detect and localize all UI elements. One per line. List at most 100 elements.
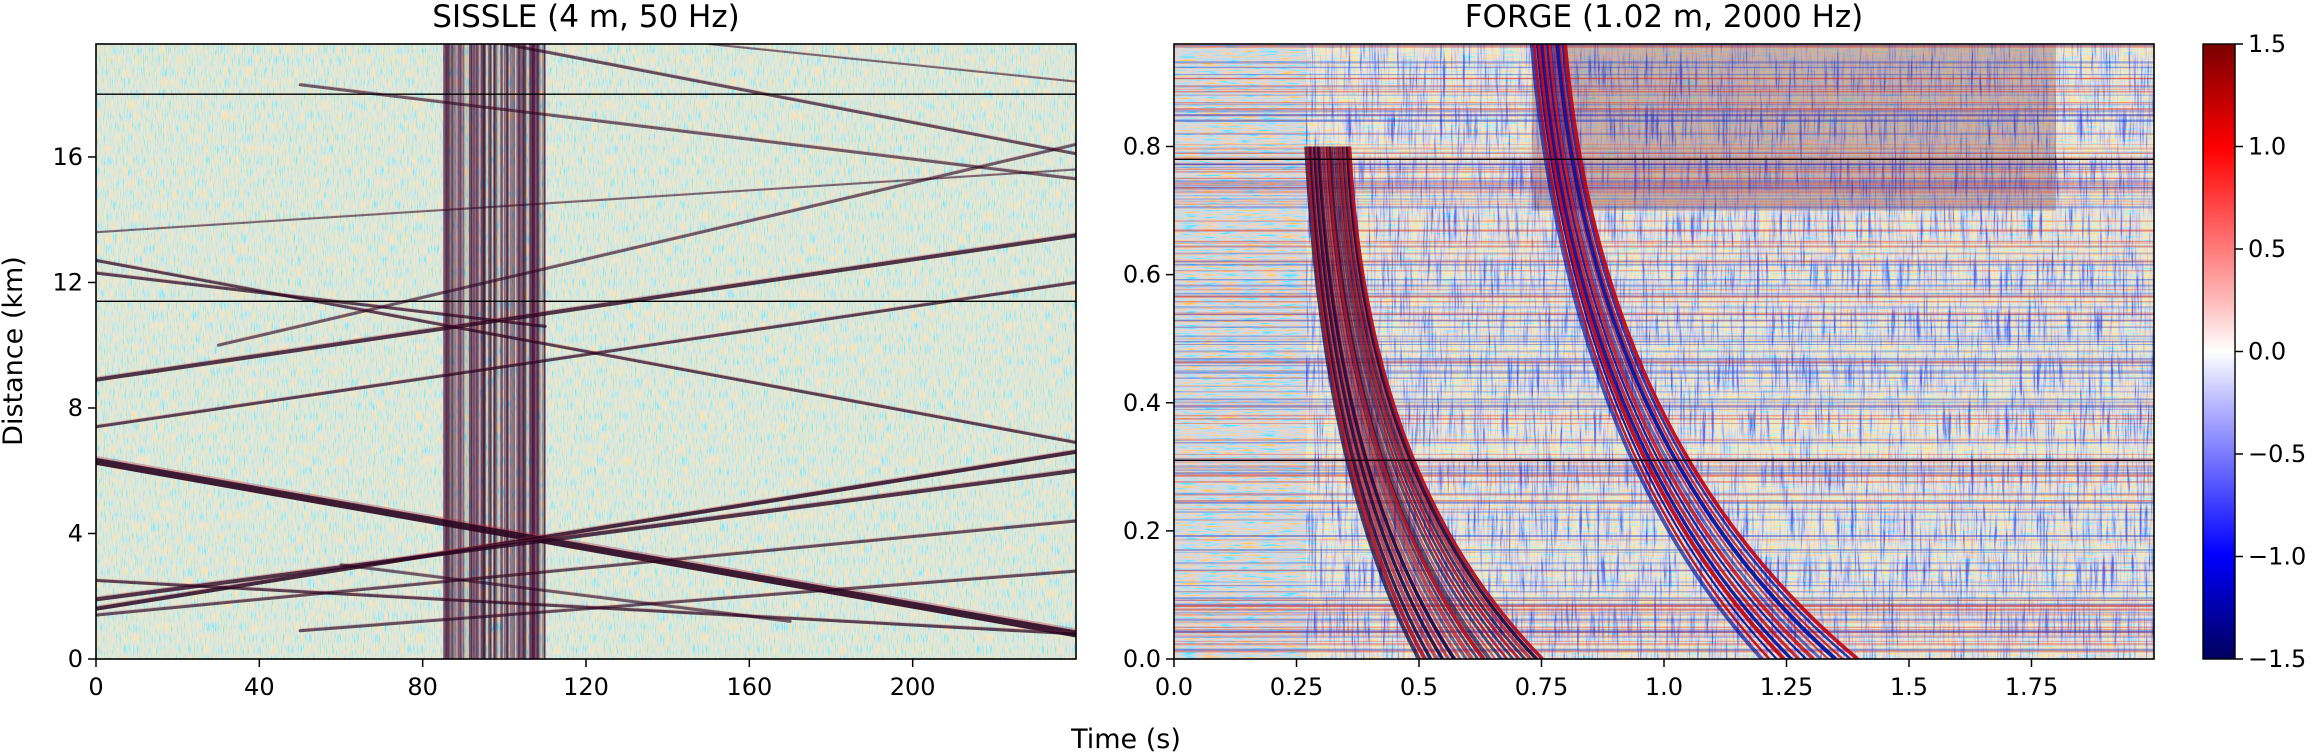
sissle-y-ticks: 0 4 8 12 16 — [52, 143, 96, 673]
sissle-xtick-label: 120 — [563, 673, 609, 701]
forge-s-wavefront — [1546, 44, 1807, 659]
forge-s-wavefront — [1547, 44, 1815, 659]
sissle-xtick-label: 40 — [244, 673, 275, 701]
sissle-xtick-label: 80 — [407, 673, 438, 701]
forge-p-wavefront — [1304, 146, 1421, 659]
shared-xlabel: Time (s) — [1070, 724, 1181, 755]
forge-s-wavefront — [1537, 44, 1786, 659]
forge-heatmap — [1174, 44, 2154, 659]
colorbar-tick-label: 1.5 — [2248, 30, 2286, 58]
colorbar: 1.5 1.0 0.5 0.0 −0.5 −1.0 −1.5 — [2202, 30, 2306, 673]
forge-xtick-label: 1.0 — [1645, 673, 1683, 701]
sissle-noise-band — [442, 44, 546, 659]
forge-ytick-label: 0.2 — [1123, 517, 1161, 545]
forge-p-wavefront — [1328, 146, 1492, 659]
forge-p-wavefront — [1322, 146, 1474, 659]
forge-p-wavefront — [1315, 146, 1450, 659]
forge-p-wavefront — [1310, 146, 1439, 659]
forge-s-wavefront — [1543, 44, 1800, 659]
sissle-xtick-label: 200 — [890, 673, 936, 701]
sissle-trace — [96, 468, 1076, 602]
forge-p-wavefront — [1337, 146, 1515, 659]
sissle-trace — [96, 449, 1076, 611]
forge-y-ticks: 0.0 0.2 0.4 0.6 0.8 — [1123, 133, 1174, 673]
forge-ytick-label: 0.6 — [1123, 261, 1161, 289]
forge-x-ticks: 0.0 0.25 0.5 0.75 1.0 1.25 1.5 1.75 — [1155, 659, 2058, 701]
forge-p-wavefront — [1325, 146, 1479, 659]
forge-xtick-label: 1.25 — [1760, 673, 1813, 701]
forge-s-wavefront — [1553, 44, 1829, 659]
sissle-trace — [707, 44, 1076, 83]
sissle-trace — [96, 259, 1076, 444]
colorbar-ticks: 1.5 1.0 0.5 0.0 −0.5 −1.0 −1.5 — [2235, 30, 2306, 673]
sissle-trace — [96, 280, 1076, 429]
forge-s-wavefront — [1535, 44, 1778, 659]
forge-xtick-label: 0.5 — [1400, 673, 1438, 701]
forge-xtick-label: 0.75 — [1515, 673, 1568, 701]
forge-dead-channels — [1174, 158, 2154, 462]
forge-ytick-label: 0.0 — [1123, 645, 1161, 673]
sissle-ytick-label: 4 — [68, 519, 83, 547]
sissle-trace — [96, 579, 1076, 636]
sissle-trace — [96, 519, 1076, 617]
forge-s-wavefront — [1533, 44, 1771, 659]
forge-p-wavefront — [1306, 146, 1427, 659]
colorbar-gradient — [2202, 43, 2236, 660]
forge-ytick-label: 0.4 — [1123, 389, 1161, 417]
sissle-trace — [339, 563, 792, 623]
forge-s-wavefront — [1555, 44, 1837, 659]
forge-xtick-label: 1.75 — [2005, 673, 2058, 701]
forge-ytick-label: 0.8 — [1123, 133, 1161, 161]
forge-p-wavefront — [1332, 146, 1497, 659]
forge-s-wavefront — [1550, 44, 1822, 659]
sissle-dead-channels — [96, 93, 1076, 302]
forge-title: FORGE (1.02 m, 2000 Hz) — [1465, 0, 1864, 35]
sissle-trace — [96, 233, 1076, 382]
sissle-ytick-label: 12 — [52, 268, 83, 296]
forge-p-wavefront — [1321, 146, 1468, 659]
colorbar-tick-label: −0.5 — [2248, 440, 2306, 468]
colorbar-tick-label: −1.0 — [2248, 543, 2306, 571]
forge-s-wavefront — [1540, 44, 1793, 659]
forge-p-wavefront — [1335, 146, 1509, 659]
forge-p-wavefront — [1312, 146, 1445, 659]
forge-p-wavefront — [1341, 146, 1526, 659]
sissle-heatmap — [96, 44, 1076, 659]
forge-p-wavefront — [1308, 146, 1433, 659]
sissle-traces — [96, 44, 1076, 638]
colorbar-tick-label: −1.5 — [2248, 645, 2306, 673]
sissle-title: SISSLE (4 m, 50 Hz) — [432, 0, 739, 35]
sissle-x-ticks: 0 40 80 120 160 200 — [88, 659, 936, 701]
forge-p-wavefront — [1343, 146, 1532, 659]
sissle-ytick-label: 16 — [52, 143, 83, 171]
forge-p-wavefront — [1319, 146, 1462, 659]
sissle-ylabel: Distance (km) — [0, 256, 29, 446]
sissle-xtick-label: 0 — [88, 673, 103, 701]
forge-s-wavefront — [1563, 44, 1859, 659]
sissle-panel: 0 40 80 120 160 200 0 4 8 12 16 SISSLE (4 m, 50 H… — [0, 0, 1077, 701]
sissle-ytick-label: 0 — [68, 645, 83, 673]
colorbar-tick-label: 1.0 — [2248, 133, 2286, 161]
forge-p-wavefront — [1316, 146, 1456, 659]
forge-panel: 0.0 0.25 0.5 0.75 1.0 1.25 1.5 1.75 0.00.20.40.… — [1123, 0, 2155, 701]
forge-s-wavefront — [1558, 44, 1844, 659]
sissle-trace — [502, 44, 1076, 156]
colorbar-tick-label: 0.5 — [2248, 235, 2286, 263]
sissle-trace — [96, 271, 547, 328]
forge-s-wavefront — [1529, 44, 1764, 659]
sissle-trace — [96, 168, 1076, 234]
forge-p-wavefront — [1339, 146, 1521, 659]
forge-arrival-zone — [1174, 44, 2154, 659]
forge-p-wavefront — [1345, 146, 1538, 659]
sissle-trace — [298, 83, 1076, 181]
forge-p-wavefront — [1333, 146, 1503, 659]
forge-p-wavefront — [1347, 146, 1544, 659]
forge-wavefronts — [1304, 44, 1859, 659]
forge-xtick-label: 0.25 — [1270, 673, 1323, 701]
forge-xtick-label: 1.5 — [1890, 673, 1928, 701]
forge-s-wavefront — [1561, 44, 1852, 659]
forge-xtick-label: 0.0 — [1155, 673, 1193, 701]
sissle-trace — [96, 457, 1076, 638]
colorbar-tick-label: 0.0 — [2248, 338, 2286, 366]
